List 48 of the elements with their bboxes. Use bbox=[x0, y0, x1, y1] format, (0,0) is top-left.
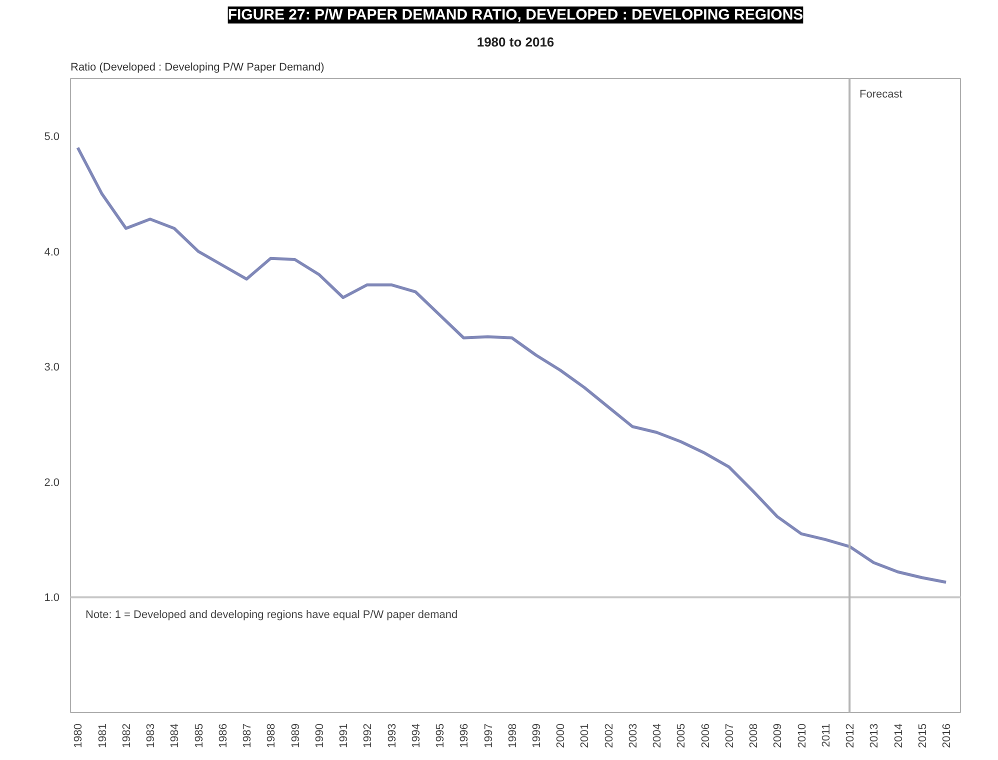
x-tick-label: 1991 bbox=[338, 723, 350, 748]
y-tick-label: 2.0 bbox=[44, 476, 60, 489]
x-tick-label: 1982 bbox=[120, 723, 133, 748]
x-tick-label: 2002 bbox=[603, 723, 616, 748]
x-tick-label: 1993 bbox=[386, 723, 398, 748]
x-tick-label: 1999 bbox=[531, 723, 543, 748]
y-tick-label: 4.0 bbox=[44, 246, 60, 258]
x-tick-label: 1996 bbox=[458, 723, 471, 748]
x-tick-label: 1981 bbox=[96, 723, 109, 748]
x-tick-label: 2005 bbox=[676, 723, 688, 748]
x-tick-label: 2001 bbox=[579, 723, 592, 748]
ref-line-label: Note: 1 = Developed and developing regions have equal P/W paper demand bbox=[86, 609, 458, 622]
chart-subtitle: 1980 to 2016 bbox=[476, 34, 554, 50]
x-tick-label: 1998 bbox=[506, 723, 519, 748]
x-tick-label: 2000 bbox=[555, 723, 568, 748]
x-tick-label: 1985 bbox=[193, 723, 206, 748]
x-tick-label: 2008 bbox=[748, 723, 760, 748]
x-tick-label: 1983 bbox=[145, 723, 158, 748]
x-tick-label: 1997 bbox=[482, 723, 495, 748]
x-tick-label: 1986 bbox=[217, 723, 230, 748]
line-series bbox=[76, 146, 948, 584]
x-tick-label: 2012 bbox=[844, 723, 857, 748]
x-tick-label: 1992 bbox=[362, 723, 374, 748]
x-tick-label: 1987 bbox=[242, 723, 254, 748]
x-tick-label: 1995 bbox=[434, 723, 447, 748]
x-tick-label: 1984 bbox=[169, 723, 182, 748]
x-tick-label: 2015 bbox=[916, 723, 929, 748]
x-tick-label: 2003 bbox=[627, 723, 640, 748]
x-tick-label: 2013 bbox=[868, 723, 881, 748]
ref-line-label: Forecast bbox=[860, 88, 902, 100]
y-tick-label: 1.0 bbox=[44, 592, 60, 604]
x-tick-label: 2006 bbox=[700, 723, 712, 748]
y-tick-label: 5.0 bbox=[44, 131, 60, 144]
x-tick-label: 1980 bbox=[72, 723, 85, 748]
x-tick-label: 1989 bbox=[290, 723, 302, 748]
x-tick-label: 2016 bbox=[941, 723, 954, 748]
x-tick-label: 1994 bbox=[410, 723, 422, 748]
y-tick-label: 3.0 bbox=[44, 362, 60, 374]
x-tick-label: 2010 bbox=[796, 723, 808, 748]
chart-title: FIGURE 27: P/W PAPER DEMAND RATIO, DEVELOPED : DEVELOPING REGIONS bbox=[228, 6, 804, 24]
x-tick-label: 2014 bbox=[892, 723, 905, 748]
x-tick-label: 1990 bbox=[314, 723, 326, 748]
x-tick-label: 1988 bbox=[266, 723, 278, 748]
x-tick-label: 2011 bbox=[820, 724, 832, 748]
x-tick-label: 2007 bbox=[724, 723, 736, 748]
x-tick-label: 2004 bbox=[652, 723, 664, 748]
y-axis-title: Ratio (Developed : Developing P/W Paper Demand) bbox=[70, 62, 324, 74]
x-tick-label: 2009 bbox=[772, 723, 784, 748]
